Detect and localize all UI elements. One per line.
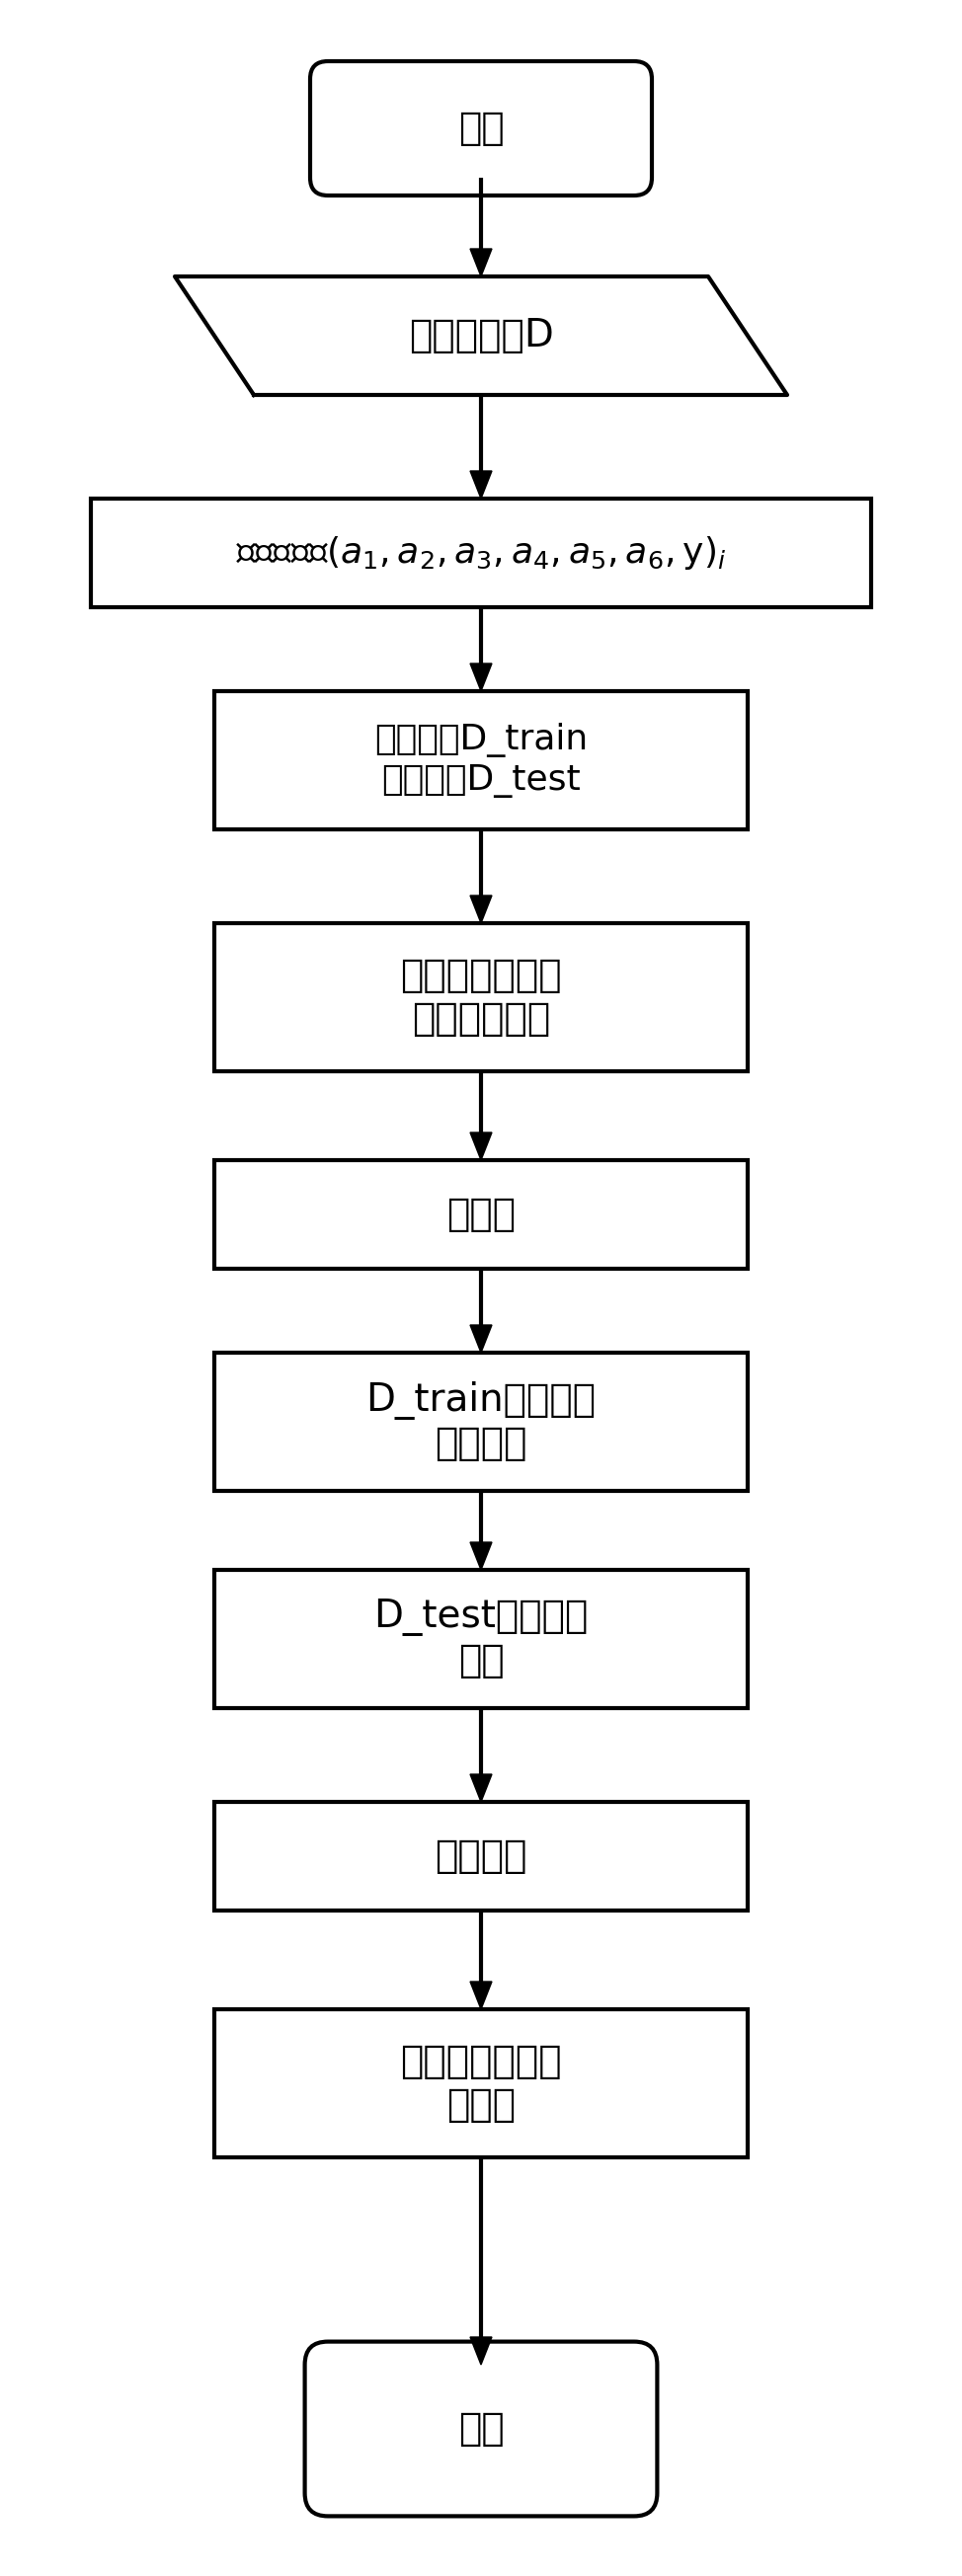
Polygon shape xyxy=(470,896,492,922)
Polygon shape xyxy=(470,665,492,690)
FancyBboxPatch shape xyxy=(310,62,652,196)
Text: 预测结果: 预测结果 xyxy=(435,1837,527,1875)
Text: 归一化: 归一化 xyxy=(446,1195,516,1234)
Polygon shape xyxy=(175,276,787,394)
Bar xyxy=(215,2009,747,2156)
Polygon shape xyxy=(470,1543,492,1569)
Polygon shape xyxy=(470,471,492,500)
Polygon shape xyxy=(470,1324,492,1352)
Text: 数据清洗：$(a_1,a_2,a_3,a_4,a_5,a_6,\mathrm{y})_i$: 数据清洗：$(a_1,a_2,a_3,a_4,a_5,a_6,\mathrm{y… xyxy=(236,533,726,572)
Text: 合成少数类过采
样结合欠采样: 合成少数类过采 样结合欠采样 xyxy=(400,956,562,1038)
Text: D_test输入数学
模型: D_test输入数学 模型 xyxy=(373,1600,589,1680)
Polygon shape xyxy=(470,1775,492,1803)
Text: 训练集：D_train
测试集：D_test: 训练集：D_train 测试集：D_test xyxy=(374,724,588,799)
Bar xyxy=(215,922,747,1072)
Polygon shape xyxy=(470,2336,492,2365)
Bar xyxy=(215,1569,747,1708)
Polygon shape xyxy=(470,1981,492,2009)
Polygon shape xyxy=(470,1133,492,1159)
Bar xyxy=(215,690,747,829)
Text: 原始数据：D: 原始数据：D xyxy=(409,317,553,355)
Bar xyxy=(215,1803,747,1911)
Polygon shape xyxy=(470,250,492,276)
FancyBboxPatch shape xyxy=(305,2342,657,2517)
Text: D_train输入机器
学习算法: D_train输入机器 学习算法 xyxy=(366,1381,596,1463)
Text: 评估检出率、假
阳性率: 评估检出率、假 阳性率 xyxy=(400,2043,562,2123)
Bar xyxy=(215,1159,747,1270)
Bar xyxy=(90,500,872,608)
Text: 结束: 结束 xyxy=(458,2411,504,2447)
Text: 开始: 开始 xyxy=(458,111,504,147)
Bar xyxy=(215,1352,747,1492)
